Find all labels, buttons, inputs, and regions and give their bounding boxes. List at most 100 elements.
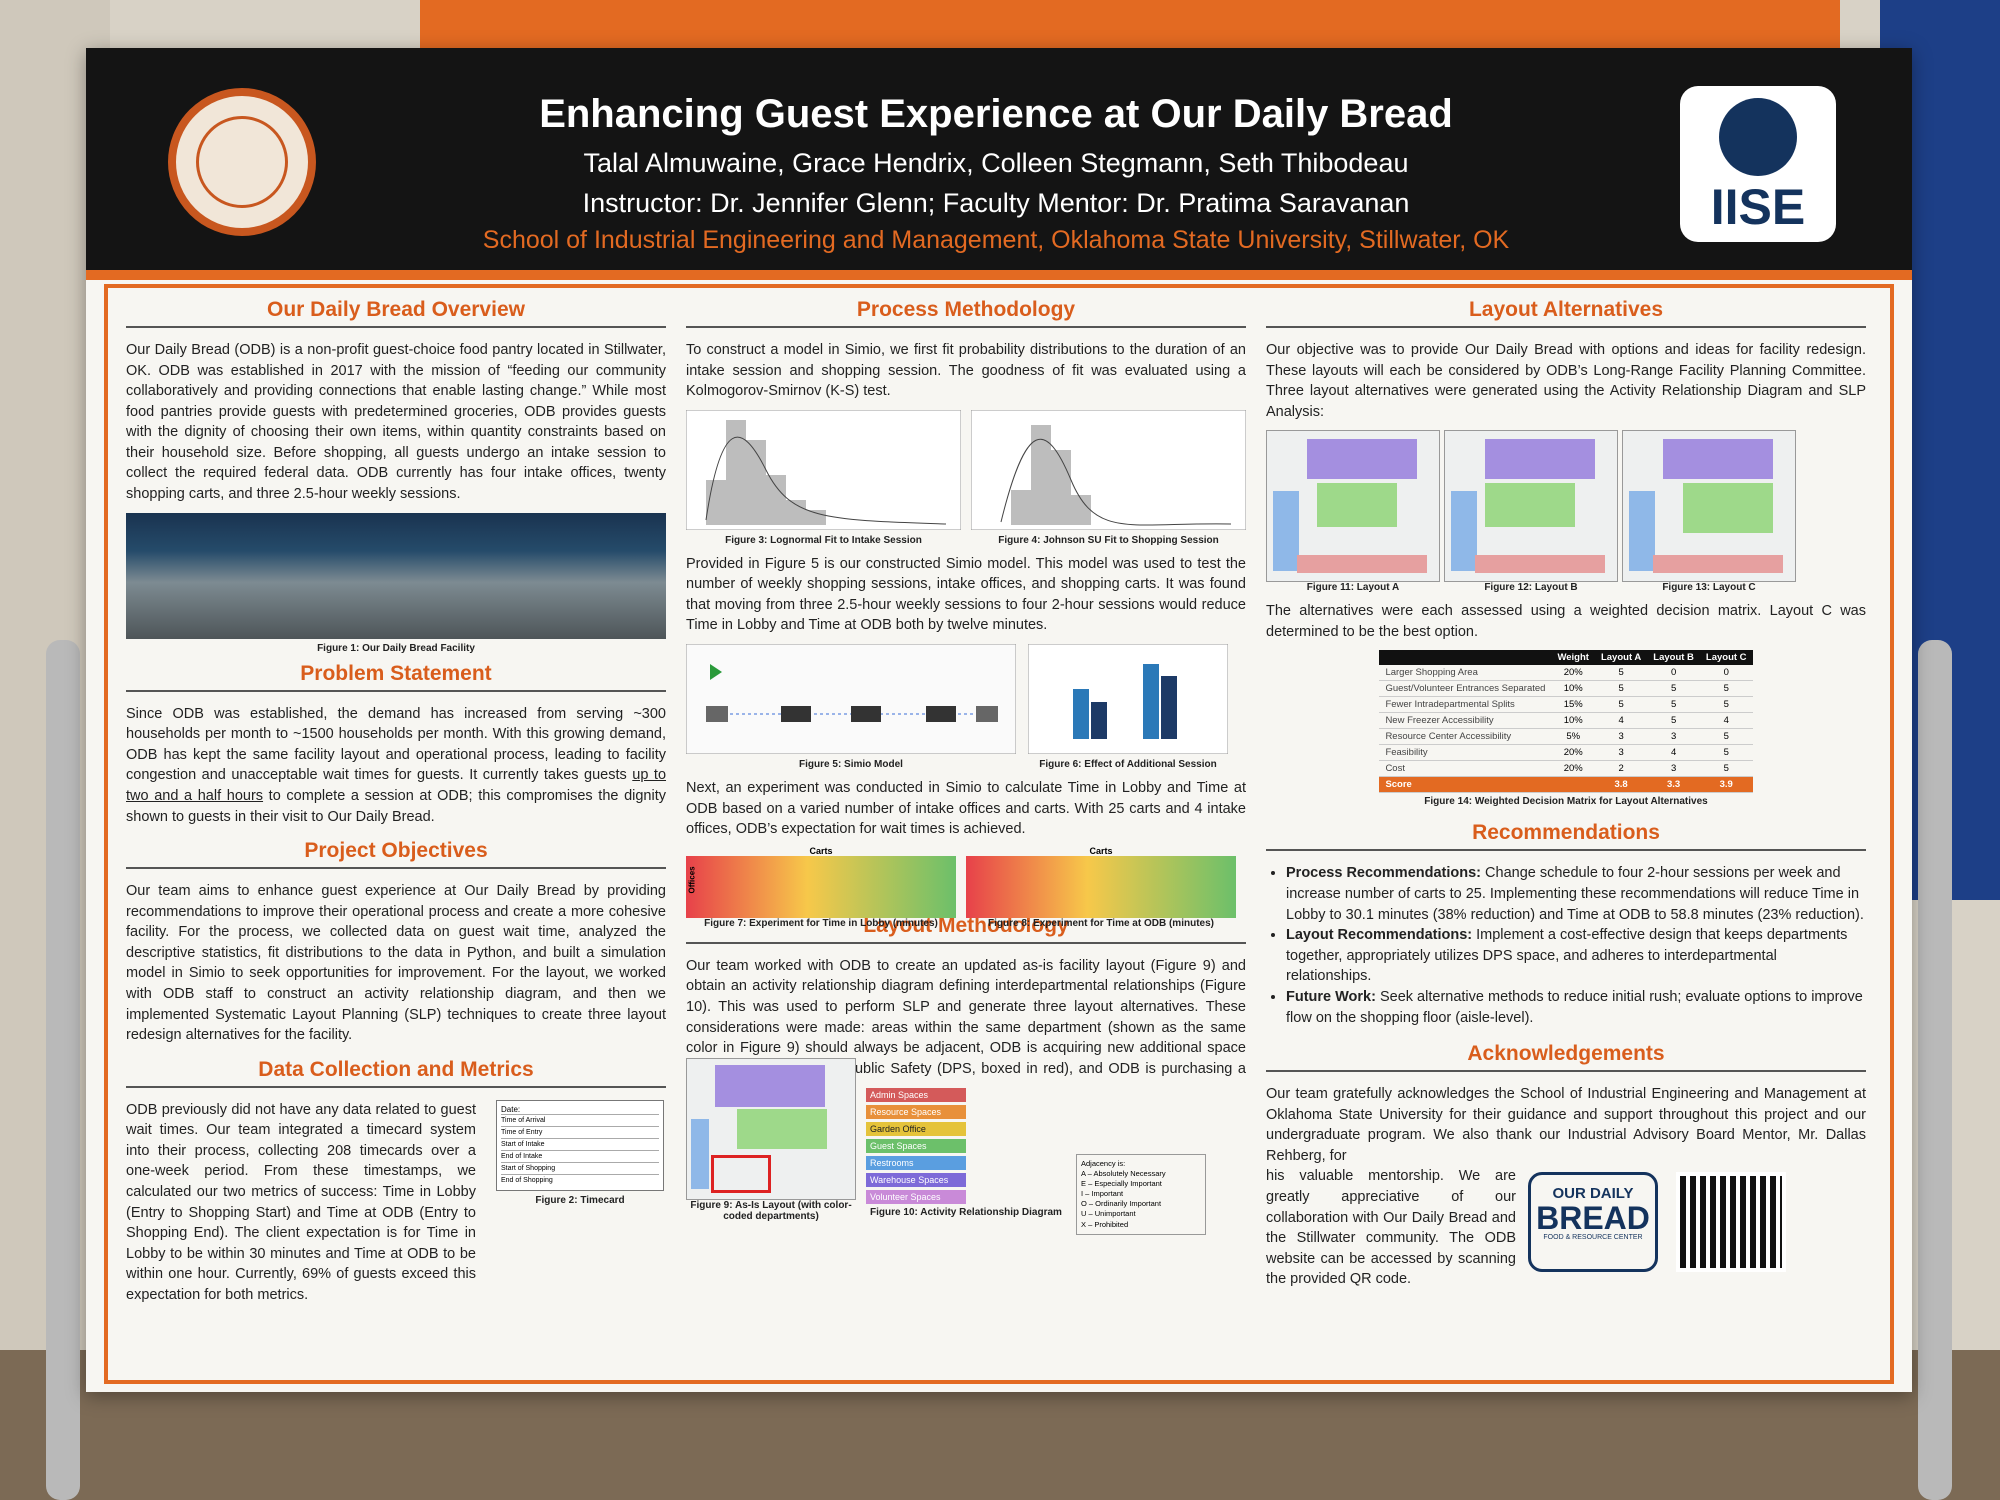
figure-3-caption: Figure 3: Lognormal Fit to Intake Sessio… xyxy=(725,534,922,546)
dept-block xyxy=(1629,491,1655,572)
hist-bar xyxy=(726,419,746,525)
content-frame xyxy=(104,284,1894,1384)
matrix-cell: 5 xyxy=(1594,665,1648,682)
timecard-row: Start of Shopping xyxy=(501,1161,659,1174)
layout-c-plan xyxy=(1622,430,1796,583)
matrix-row: Feasibility 20% 3 4 5 xyxy=(1379,744,1753,762)
matrix-cell: 20% xyxy=(1551,744,1595,762)
data-section: ODB previously did not have any data rel… xyxy=(126,1099,666,1306)
process-body-2: Provided in Figure 5 is our constructed … xyxy=(686,555,1246,634)
figure-5-caption: Figure 5: Simio Model xyxy=(799,759,903,771)
osu-seal-logo xyxy=(168,88,316,236)
process-body-3: Next, an experiment was conducted in Sim… xyxy=(686,780,1246,838)
hist-bar xyxy=(1031,424,1051,525)
matrix-header-cell: Layout C xyxy=(1699,650,1753,666)
dept-block xyxy=(1273,491,1299,572)
dept-label: Volunteer Spaces xyxy=(866,1189,966,1204)
matrix-row: New Freezer Accessibility 10% 4 5 4 xyxy=(1379,712,1753,730)
timecard-row: Time of Arrival xyxy=(501,1113,659,1126)
dept-block xyxy=(1663,439,1773,480)
alternatives-body: Our objective was to provide Our Daily B… xyxy=(1266,342,1866,420)
decision-matrix-wrapper: Weight Layout A Layout B Layout C Larger Sho… xyxy=(1266,650,1866,794)
dept-block xyxy=(1683,483,1773,534)
data-heading: Data Collection and Metrics xyxy=(126,1058,666,1088)
matrix-cell xyxy=(1551,776,1595,794)
matrix-cell: 20% xyxy=(1551,760,1595,778)
qr-code-icon[interactable] xyxy=(1676,1172,1786,1273)
figure-11: Figure 11: Layout A xyxy=(1266,430,1440,593)
matrix-cell: 5 xyxy=(1647,696,1700,714)
odb-heatmap xyxy=(966,855,1236,918)
matrix-cell: 5 xyxy=(1699,728,1753,746)
layout-a-plan xyxy=(1266,430,1440,583)
matrix-cell: 5 xyxy=(1647,712,1700,730)
matrix-header-cell: Weight xyxy=(1551,650,1595,666)
problem-text-a: Since ODB was established, the demand ha… xyxy=(126,705,666,784)
matrix-cell: 5 xyxy=(1647,680,1700,698)
bar-lobby-three xyxy=(1073,689,1089,740)
matrix-cell: Guest/Volunteer Entrances Separated xyxy=(1379,680,1552,698)
matrix-cell: 20% xyxy=(1551,665,1595,682)
bar-odb-four xyxy=(1161,676,1177,740)
dept-block xyxy=(691,1118,709,1189)
recommendations-list: Process Recommendations: Change schedule… xyxy=(1266,863,1866,1028)
timecard-row: End of Intake xyxy=(501,1149,659,1162)
sink-icon xyxy=(976,706,998,723)
bar-odb-three xyxy=(1143,664,1159,740)
simio-model xyxy=(685,643,1017,755)
problem-text-underlined: up to two and a half hours xyxy=(126,767,667,804)
matrix-cell: 5 xyxy=(1699,744,1753,762)
dept-label: Restrooms xyxy=(866,1155,966,1170)
matrix-cell: 3 xyxy=(1647,728,1700,746)
matrix-cell: 4 xyxy=(1594,712,1648,730)
matrix-row: Resource Center Accessibility 5% 3 3 5 xyxy=(1379,728,1753,746)
hist-bar xyxy=(1011,489,1031,525)
matrix-cell: New Freezer Accessibility xyxy=(1379,712,1552,730)
poster: Enhancing Guest Experience at Our Daily … xyxy=(86,48,1912,1392)
timecard-row: End of Shopping xyxy=(501,1173,659,1186)
overview-body: Our Daily Bread (ODB) is a non-profit gu… xyxy=(126,342,666,503)
matrix-cell: 5 xyxy=(1594,680,1648,698)
process-body-1: To construct a model in Simio, we first … xyxy=(686,342,1246,400)
intake-histogram xyxy=(685,409,962,531)
heatmap-figures: Carts Figure 7: Experiment for Time in L… xyxy=(686,846,1246,929)
hist-bar xyxy=(1051,449,1071,525)
layout-method-figures: Figure 9: As-Is Layout (with color-coded… xyxy=(686,1057,1246,1235)
server-icon xyxy=(851,706,881,723)
matrix-cell: Larger Shopping Area xyxy=(1379,665,1552,682)
seal-ring xyxy=(196,116,288,208)
objectives-heading: Project Objectives xyxy=(126,839,666,870)
matrix-header-cell xyxy=(1379,650,1552,666)
recommendation-label: Process Recommendations: xyxy=(1286,865,1482,882)
matrix-cell: 15% xyxy=(1551,696,1595,714)
matrix-row: Larger Shopping Area 20% 5 0 0 xyxy=(1379,665,1753,682)
dept-block xyxy=(1307,439,1417,480)
carts-label: Carts xyxy=(809,845,833,856)
figure-3: Figure 3: Lognormal Fit to Intake Sessio… xyxy=(685,409,962,546)
decision-matrix: Weight Layout A Layout B Layout C Larger Sho… xyxy=(1379,650,1753,794)
recommendation-label: Layout Recommendations: xyxy=(1286,927,1473,944)
column-right: Layout Alternatives Our objective was to… xyxy=(1266,298,1866,1287)
recommendation-item: Process Recommendations: Change schedule… xyxy=(1286,863,1866,925)
figure-7-caption: Figure 7: Experiment for Time in Lobby (… xyxy=(704,917,938,929)
legend-line: A – Absolutely Necessary xyxy=(1081,1168,1166,1178)
dept-label: Garden Office xyxy=(866,1121,966,1136)
matrix-cell: 0 xyxy=(1647,665,1700,682)
hist-bar xyxy=(1071,494,1091,525)
matrix-cell: 2 xyxy=(1594,760,1648,778)
iise-logo: IISE xyxy=(1680,86,1836,242)
problem-text-b: to complete a session at ODB; this compr… xyxy=(126,787,666,825)
recommendation-text: Change schedule to four 2-hour sessions … xyxy=(1286,865,1864,923)
matrix-cell: 0 xyxy=(1699,665,1753,682)
acknowledgements-heading: Acknowledgements xyxy=(1266,1042,1866,1073)
carts-label: Carts xyxy=(1089,845,1113,856)
lobby-heatmap xyxy=(686,855,956,918)
matrix-cell: Feasibility xyxy=(1379,744,1552,762)
dept-label: Admin Spaces xyxy=(866,1087,966,1102)
figure-6: Figure 6: Effect of Additional Session xyxy=(1027,643,1229,770)
figure-9: Figure 9: As-Is Layout (with color-coded… xyxy=(686,1057,856,1235)
timecard-row: Time of Entry xyxy=(501,1125,659,1138)
legend-line: O – Ordinarily Important xyxy=(1081,1199,1162,1209)
instructors: Instructor: Dr. Jennifer Glenn; Faculty … xyxy=(582,188,1410,218)
legend-line: E – Especially Important xyxy=(1081,1179,1162,1189)
